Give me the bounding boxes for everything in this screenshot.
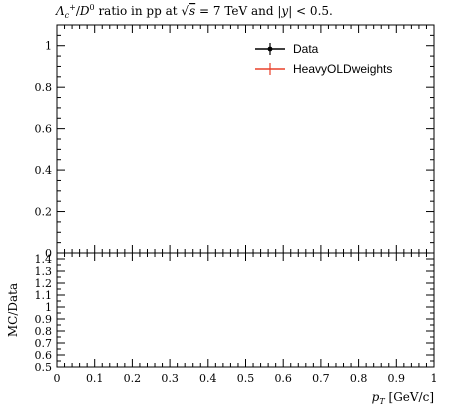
plot-title: Λc+/D0 ratio in pp at √s = 7 TeV and |y|… <box>55 3 333 20</box>
legend-entry-heavyoldweights: HeavyOLDweights <box>255 62 392 76</box>
main-plot-frame <box>56 24 435 254</box>
x-tick-label: 1 <box>431 372 438 385</box>
svg-text:Λc+/D0 ratio in pp at √s = 7 T: Λc+/D0 ratio in pp at √s = 7 TeV and |y|… <box>55 3 333 20</box>
legend-entry-data: Data <box>255 42 319 56</box>
x-tick-label: 0 <box>54 372 61 385</box>
x-tick-label: 0.2 <box>124 372 142 385</box>
ratio-y-tick-label: 1 <box>45 301 52 314</box>
x-tick-label: 0.1 <box>86 372 104 385</box>
ratio-y-tick-label: 1.1 <box>35 289 53 302</box>
legend-label-data: Data <box>293 42 319 56</box>
x-tick-label: 0.9 <box>388 372 406 385</box>
ratio-y-tick-label: 1.2 <box>35 277 53 290</box>
x-tick-label: 0.8 <box>350 372 368 385</box>
main-y-ticks: 0 0.2 0.4 0.6 0.8 1 <box>35 34 434 260</box>
ratio-y-tick-label: 1.3 <box>35 265 53 278</box>
ratio-x-ticks: 0 0.1 0.2 0.3 0.4 0.5 0.6 0.7 0.8 0.9 1 <box>54 253 438 385</box>
main-y-tick-label: 0.2 <box>35 206 53 219</box>
main-y-tick-label: 0.8 <box>35 81 53 94</box>
main-y-tick-label: 0.4 <box>35 164 53 177</box>
ratio-y-axis-label: MC/Data <box>6 283 20 337</box>
x-tick-label: 0.6 <box>274 372 292 385</box>
ratio-y-tick-label: 0.6 <box>35 349 53 362</box>
x-tick-label: 0.5 <box>237 372 255 385</box>
ratio-y-tick-label: 0.8 <box>35 325 53 338</box>
main-y-tick-label: 0.6 <box>35 123 53 136</box>
main-y-tick-label: 0 <box>45 247 52 260</box>
x-tick-label: 0.4 <box>199 372 217 385</box>
svg-text:pT [GeV/c]: pT [GeV/c] <box>372 390 434 406</box>
x-axis-label: pT [GeV/c] <box>372 390 434 406</box>
x-tick-label: 0.3 <box>161 372 179 385</box>
main-y-tick-label: 1 <box>45 40 52 53</box>
legend: Data HeavyOLDweights <box>255 42 392 76</box>
ratio-y-tick-label: 0.7 <box>35 337 53 350</box>
ratio-y-ticks: 0.50.60.70.80.911.11.21.31.4 <box>35 253 434 374</box>
ratio-y-tick-label: 1.4 <box>35 253 53 266</box>
legend-label-heavyoldweights: HeavyOLDweights <box>293 62 392 76</box>
ratio-y-tick-label: 0.9 <box>35 313 53 326</box>
main-x-ticks <box>56 25 435 253</box>
ratio-y-tick-label: 0.5 <box>35 361 53 374</box>
x-tick-label: 0.7 <box>312 372 330 385</box>
ratio-plot-frame <box>56 252 435 368</box>
